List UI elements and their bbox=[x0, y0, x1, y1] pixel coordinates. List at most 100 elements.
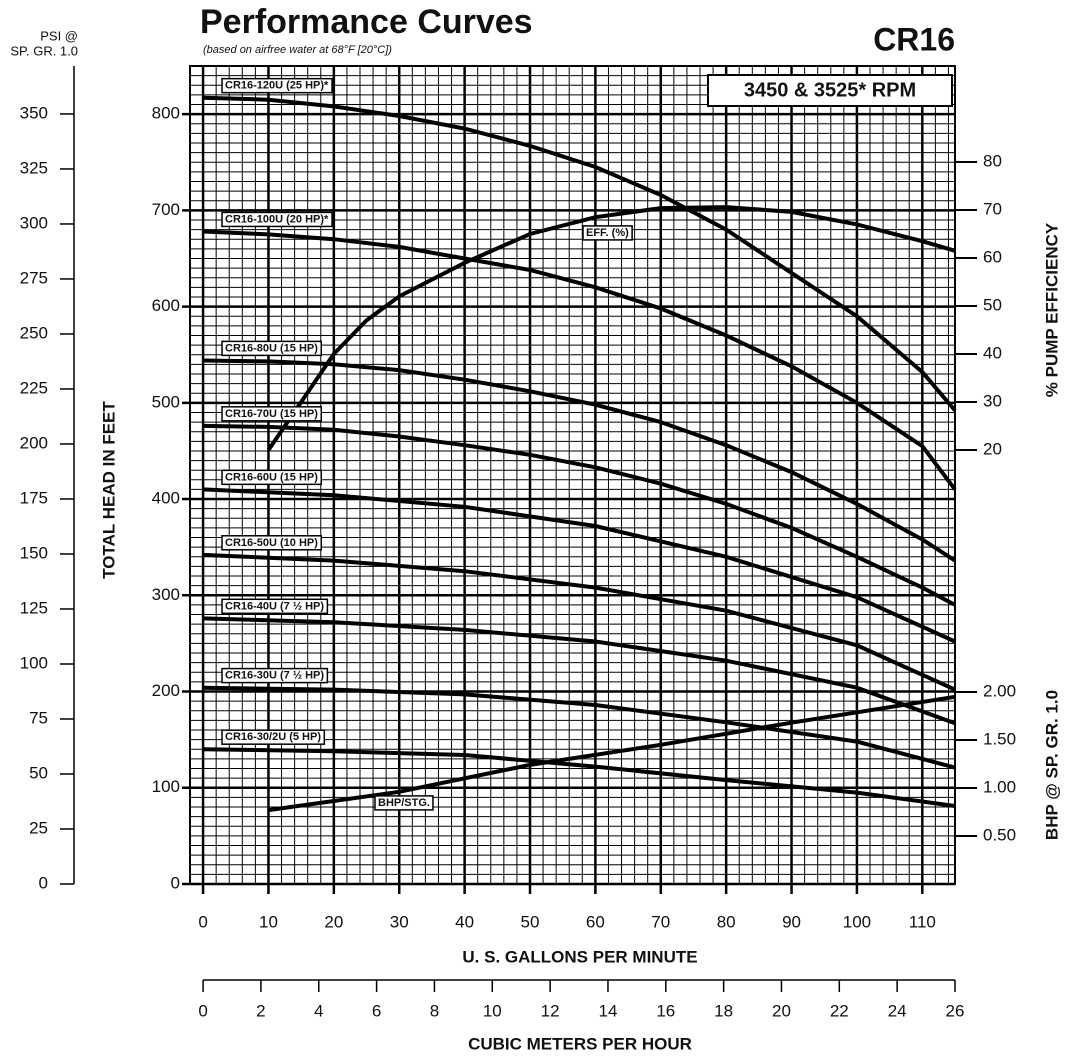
y3-tick-label: 1.00 bbox=[983, 777, 1016, 796]
m3-tick-label: 4 bbox=[314, 1001, 323, 1020]
curve-label: CR16-120U (25 HP)* bbox=[225, 80, 329, 92]
y3-tick-label: 0.50 bbox=[983, 825, 1016, 844]
x-tick-label: 30 bbox=[390, 912, 409, 931]
psi-tick-label: 0 bbox=[39, 873, 48, 892]
curve-label-box bbox=[221, 406, 323, 422]
m3-tick-label: 16 bbox=[656, 1001, 675, 1020]
curve-label-box bbox=[221, 667, 329, 684]
curve-label-box bbox=[374, 795, 434, 811]
curve bbox=[203, 95, 957, 412]
curve bbox=[203, 616, 956, 726]
y3-tick-label: 1.50 bbox=[983, 729, 1016, 748]
y-tick-label: 100 bbox=[152, 777, 180, 796]
curve-label-box bbox=[221, 469, 323, 486]
psi-tick-label: 175 bbox=[20, 488, 48, 507]
m3-tick-label: 20 bbox=[772, 1001, 791, 1020]
m3-tick-label: 24 bbox=[888, 1001, 907, 1020]
psi-tick-label: 325 bbox=[20, 158, 48, 177]
x-tick-label: 90 bbox=[782, 912, 801, 931]
x-tick-label: 0 bbox=[198, 912, 207, 931]
curve-label-box bbox=[221, 211, 333, 228]
chart-subtitle: (based on airfree water at 68°F [20°C]) bbox=[203, 44, 392, 56]
y-tick-label: 700 bbox=[152, 200, 180, 219]
y2-tick-label: 40 bbox=[983, 344, 1002, 363]
psi-label: PSI @ bbox=[40, 28, 78, 43]
x-tick-label: 110 bbox=[909, 912, 936, 931]
m3-tick-label: 12 bbox=[541, 1001, 560, 1020]
m3-axis-title: CUBIC METERS PER HOUR bbox=[468, 1034, 692, 1053]
psi-tick-label: 100 bbox=[20, 653, 48, 672]
curve-label: CR16-30U (7 ½ HP) bbox=[225, 670, 324, 682]
y-axis-title: TOTAL HEAD IN FEET bbox=[99, 401, 118, 579]
y2-tick-label: 50 bbox=[983, 296, 1002, 315]
curve bbox=[203, 685, 956, 770]
speed-label: 3450 & 3525* RPM bbox=[744, 79, 916, 101]
curve-label-box bbox=[221, 729, 326, 745]
x-tick-label: 20 bbox=[324, 912, 343, 931]
curve bbox=[203, 487, 956, 644]
psi-tick-label: 350 bbox=[20, 103, 48, 122]
y2-tick-label: 20 bbox=[983, 440, 1002, 459]
y-tick-label: 400 bbox=[152, 489, 180, 508]
y2-tick-label: 80 bbox=[983, 151, 1002, 170]
y-tick-label: 600 bbox=[152, 296, 180, 315]
curve-label-box bbox=[582, 225, 633, 241]
m3-tick-label: 22 bbox=[830, 1001, 849, 1020]
curve-label: EFF. (%) bbox=[586, 227, 629, 239]
y2-axis-title: % PUMP EFFICIENCY bbox=[1042, 222, 1061, 397]
curve bbox=[203, 358, 957, 563]
psi-tick-label: 50 bbox=[29, 763, 48, 782]
curve-label: CR16-70U (15 HP) bbox=[225, 408, 318, 420]
psi-tick-label: 150 bbox=[20, 543, 48, 562]
m3-tick-label: 2 bbox=[256, 1001, 265, 1020]
psi-tick-label: 275 bbox=[20, 268, 48, 287]
x-tick-label: 70 bbox=[651, 912, 670, 931]
y3-axis-title: BHP @ SP. GR. 1.0 bbox=[1042, 690, 1061, 840]
y3-tick-label: 2.00 bbox=[983, 681, 1016, 700]
y-tick-label: 300 bbox=[152, 585, 180, 604]
m3-tick-label: 8 bbox=[430, 1001, 439, 1020]
chart-title: Performance Curves bbox=[200, 3, 533, 41]
m3-tick-label: 18 bbox=[714, 1001, 733, 1020]
m3-tick-label: 10 bbox=[483, 1001, 502, 1020]
curve bbox=[203, 747, 956, 808]
psi-tick-label: 125 bbox=[20, 598, 48, 617]
model-label: CR16 bbox=[873, 21, 955, 57]
curve bbox=[203, 552, 956, 692]
y2-tick-label: 30 bbox=[983, 392, 1002, 411]
psi-tick-label: 250 bbox=[20, 323, 48, 342]
m3-tick-label: 0 bbox=[198, 1001, 207, 1020]
curve-label: CR16-50U (10 HP) bbox=[225, 537, 318, 549]
m3-tick-label: 14 bbox=[598, 1001, 617, 1020]
y-tick-label: 500 bbox=[152, 392, 180, 411]
curve bbox=[203, 423, 956, 607]
y2-tick-label: 70 bbox=[983, 199, 1002, 218]
psi-label: SP. GR. 1.0 bbox=[10, 43, 78, 58]
curve-label-box bbox=[221, 598, 329, 615]
curve-label-box bbox=[221, 77, 333, 94]
x-tick-label: 50 bbox=[521, 912, 540, 931]
x-tick-label: 100 bbox=[843, 912, 871, 931]
curve bbox=[203, 229, 957, 491]
y-tick-label: 200 bbox=[152, 681, 180, 700]
m3-tick-label: 6 bbox=[372, 1001, 381, 1020]
y-tick-label: 800 bbox=[152, 104, 180, 123]
curve-label: CR16-30/2U (5 HP) bbox=[225, 731, 321, 743]
x-tick-label: 60 bbox=[586, 912, 605, 931]
psi-tick-label: 75 bbox=[29, 708, 48, 727]
m3-tick-label: 26 bbox=[946, 1001, 965, 1020]
x-tick-label: 10 bbox=[259, 912, 278, 931]
grid bbox=[182, 65, 956, 894]
curve bbox=[266, 205, 956, 452]
curve-label: CR16-80U (15 HP) bbox=[225, 342, 318, 354]
psi-tick-label: 200 bbox=[20, 433, 48, 452]
x-tick-label: 80 bbox=[717, 912, 736, 931]
curve-label: CR16-40U (7 ½ HP) bbox=[225, 600, 324, 612]
psi-tick-label: 25 bbox=[29, 818, 48, 837]
y2-tick-label: 60 bbox=[983, 248, 1002, 267]
y-tick-label: 0 bbox=[171, 873, 180, 892]
curve-label-box bbox=[221, 340, 323, 357]
x-axis-title: U. S. GALLONS PER MINUTE bbox=[462, 947, 697, 966]
psi-tick-label: 300 bbox=[20, 213, 48, 232]
